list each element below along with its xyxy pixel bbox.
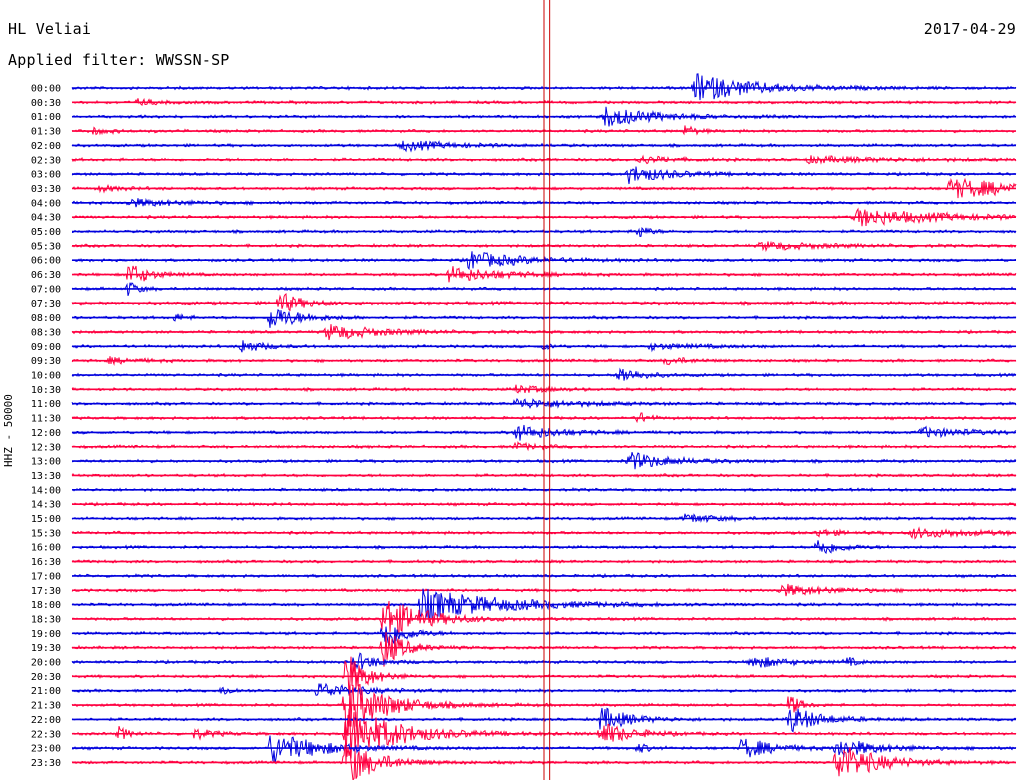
time-label: 11:30	[31, 414, 61, 425]
time-label: 13:30	[31, 471, 61, 482]
time-label: 05:00	[31, 227, 61, 238]
time-label: 14:30	[31, 500, 61, 511]
time-label: 01:30	[31, 127, 61, 138]
time-label: 18:00	[31, 600, 61, 611]
time-label: 05:30	[31, 241, 61, 252]
time-label: 03:00	[31, 170, 61, 181]
time-label: 06:00	[31, 256, 61, 267]
time-label: 14:00	[31, 485, 61, 496]
time-label: 07:30	[31, 299, 61, 310]
time-label: 23:30	[31, 758, 61, 769]
time-label: 23:00	[31, 744, 61, 755]
station-title: HL Veliai	[8, 20, 92, 38]
time-label: 02:30	[31, 155, 61, 166]
time-label: 00:30	[31, 98, 61, 109]
time-label: 04:30	[31, 213, 61, 224]
time-label: 20:00	[31, 658, 61, 669]
time-label: 13:00	[31, 457, 61, 468]
time-label: 21:00	[31, 686, 61, 697]
time-label: 12:30	[31, 442, 61, 453]
time-label: 19:30	[31, 643, 61, 654]
time-label: 09:30	[31, 356, 61, 367]
time-label: 16:30	[31, 557, 61, 568]
filter-label: Applied filter: WWSSN-SP	[8, 51, 230, 69]
time-label: 22:00	[31, 715, 61, 726]
time-label: 16:00	[31, 543, 61, 554]
time-label: 12:00	[31, 428, 61, 439]
time-label: 09:00	[31, 342, 61, 353]
time-label: 07:00	[31, 284, 61, 295]
time-label: 08:00	[31, 313, 61, 324]
time-label: 18:30	[31, 614, 61, 625]
time-label: 22:30	[31, 729, 61, 740]
time-label: 19:00	[31, 629, 61, 640]
time-label: 15:00	[31, 514, 61, 525]
time-label: 21:30	[31, 701, 61, 712]
time-label: 06:30	[31, 270, 61, 281]
time-label: 15:30	[31, 528, 61, 539]
time-label: 03:30	[31, 184, 61, 195]
time-label: 20:30	[31, 672, 61, 683]
date-label: 2017-04-29	[923, 20, 1016, 38]
time-label: 10:30	[31, 385, 61, 396]
time-label: 17:00	[31, 571, 61, 582]
time-label: 02:00	[31, 141, 61, 152]
time-label: 10:00	[31, 371, 61, 382]
time-label: 17:30	[31, 586, 61, 597]
time-label: 00:00	[31, 84, 61, 95]
time-label: 08:30	[31, 327, 61, 338]
time-label: 01:00	[31, 112, 61, 123]
time-label: 11:00	[31, 399, 61, 410]
time-label: 04:00	[31, 198, 61, 209]
